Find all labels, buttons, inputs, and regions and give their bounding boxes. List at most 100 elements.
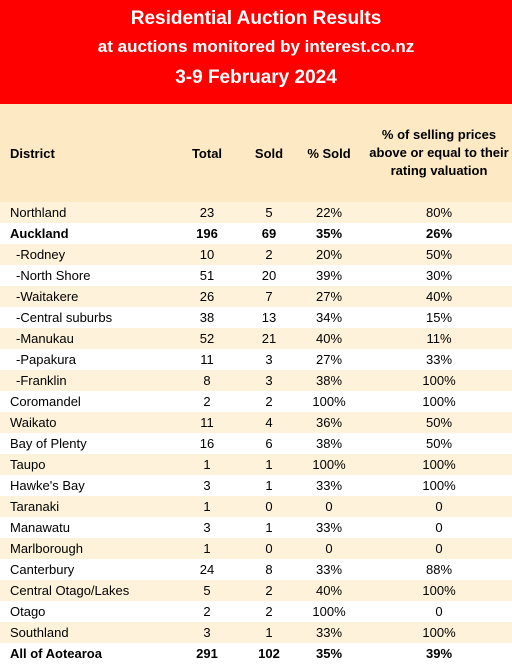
cell-sold: 2 — [265, 247, 273, 262]
cell-pct-above-rv: 0 — [435, 499, 443, 514]
cell-pct-above-rv: 88% — [425, 562, 453, 577]
cell-total: 5 — [203, 583, 211, 598]
table-row: -Waitakere 26 7 27% 40% — [0, 286, 512, 307]
table-row: -North Shore 51 20 39% 30% — [0, 265, 512, 286]
cell-sold: 102 — [258, 646, 280, 661]
cell-total: 52 — [199, 331, 215, 346]
cell-sold: 7 — [265, 289, 273, 304]
date-range: 3-9 February 2024 — [175, 67, 337, 88]
cell-district: -Manukau — [16, 331, 74, 346]
cell-pct-above-rv: 39% — [425, 646, 453, 661]
cell-total: 291 — [196, 646, 218, 661]
cell-pct-sold: 38% — [315, 373, 343, 388]
cell-total: 2 — [203, 604, 211, 619]
cell-district: Taranaki — [10, 499, 60, 514]
table-header-row: District Total Sold % Sold % of selling … — [0, 104, 512, 202]
cell-sold: 69 — [261, 226, 277, 241]
cell-sold: 5 — [265, 205, 273, 220]
cell-district: Canterbury — [10, 562, 75, 577]
table-row: Northland 23 5 22% 80% — [0, 202, 512, 223]
table-row: Coromandel 2 2 100% 100% — [0, 391, 512, 412]
table-row: -Papakura 11 3 27% 33% — [0, 349, 512, 370]
cell-sold: 0 — [265, 541, 273, 556]
cell-sold: 8 — [265, 562, 273, 577]
cell-pct-above-rv: 80% — [425, 205, 453, 220]
cell-total: 10 — [199, 247, 215, 262]
cell-district: Bay of Plenty — [10, 436, 87, 451]
cell-total: 23 — [199, 205, 215, 220]
table-row: Central Otago/Lakes 5 2 40% 100% — [0, 580, 512, 601]
cell-district: -North Shore — [16, 268, 91, 283]
cell-district: -Central suburbs — [16, 310, 113, 325]
cell-sold: 20 — [261, 268, 277, 283]
cell-total: 3 — [203, 520, 211, 535]
cell-pct-above-rv: 0 — [435, 604, 443, 619]
table-body: Northland 23 5 22% 80% Auckland 196 69 35% 26% -Ro… — [0, 202, 512, 664]
cell-district: Marlborough — [10, 541, 83, 556]
column-header-total: Total — [191, 145, 223, 161]
cell-sold: 2 — [265, 583, 273, 598]
cell-district: Coromandel — [10, 394, 81, 409]
column-header-pct-above-rv: % of selling prices above or equal to th… — [369, 127, 509, 178]
cell-sold: 0 — [265, 499, 273, 514]
table-row: Bay of Plenty 16 6 38% 50% — [0, 433, 512, 454]
cell-pct-above-rv: 26% — [425, 226, 453, 241]
cell-pct-sold: 40% — [315, 331, 343, 346]
cell-pct-above-rv: 50% — [425, 436, 453, 451]
cell-total: 24 — [199, 562, 215, 577]
cell-pct-sold: 27% — [315, 289, 343, 304]
cell-district: Auckland — [10, 226, 69, 241]
cell-sold: 13 — [261, 310, 277, 325]
cell-district: -Papakura — [16, 352, 76, 367]
table-row: All of Aotearoa 291 102 35% 39% — [0, 643, 512, 664]
cell-district: Southland — [10, 625, 69, 640]
cell-pct-sold: 33% — [315, 478, 343, 493]
cell-pct-above-rv: 50% — [425, 247, 453, 262]
cell-district: -Franklin — [16, 373, 67, 388]
cell-total: 8 — [203, 373, 211, 388]
cell-total: 1 — [203, 541, 211, 556]
cell-sold: 21 — [261, 331, 277, 346]
cell-pct-above-rv: 40% — [425, 289, 453, 304]
cell-pct-above-rv: 100% — [422, 583, 456, 598]
cell-sold: 3 — [265, 352, 273, 367]
table-row: Waikato 11 4 36% 50% — [0, 412, 512, 433]
cell-district: All of Aotearoa — [10, 646, 102, 661]
cell-district: Manawatu — [10, 520, 70, 535]
table-row: Taranaki 1 0 0 0 — [0, 496, 512, 517]
cell-pct-sold: 39% — [315, 268, 343, 283]
cell-pct-above-rv: 50% — [425, 415, 453, 430]
cell-total: 11 — [200, 352, 214, 367]
table-row: Auckland 196 69 35% 26% — [0, 223, 512, 244]
cell-pct-above-rv: 33% — [425, 352, 453, 367]
table-row: -Central suburbs 38 13 34% 15% — [0, 307, 512, 328]
cell-pct-sold: 35% — [315, 646, 343, 661]
page-title: Residential Auction Results — [130, 8, 382, 29]
table-row: -Manukau 52 21 40% 11% — [0, 328, 512, 349]
cell-pct-sold: 100% — [312, 394, 346, 409]
cell-sold: 2 — [265, 394, 273, 409]
cell-sold: 4 — [265, 415, 273, 430]
cell-pct-above-rv: 15% — [425, 310, 453, 325]
auction-results-table: District Total Sold % Sold % of selling … — [0, 104, 512, 664]
table-row: Hawke's Bay 3 1 33% 100% — [0, 475, 512, 496]
cell-pct-sold: 38% — [315, 436, 343, 451]
cell-total: 38 — [199, 310, 215, 325]
cell-total: 3 — [203, 625, 211, 640]
table-row: -Franklin 8 3 38% 100% — [0, 370, 512, 391]
table-row: Otago 2 2 100% 0 — [0, 601, 512, 622]
table-row: -Rodney 10 2 20% 50% — [0, 244, 512, 265]
cell-pct-sold: 0 — [325, 541, 333, 556]
cell-district: -Waitakere — [16, 289, 79, 304]
cell-total: 11 — [200, 415, 214, 430]
cell-district: Otago — [10, 604, 46, 619]
table-row: Southland 3 1 33% 100% — [0, 622, 512, 643]
table-row: Marlborough 1 0 0 0 — [0, 538, 512, 559]
cell-pct-sold: 36% — [315, 415, 343, 430]
column-header-district: District — [10, 145, 55, 161]
cell-sold: 1 — [265, 625, 273, 640]
table-row: Manawatu 3 1 33% 0 — [0, 517, 512, 538]
cell-district: Northland — [10, 205, 67, 220]
cell-pct-above-rv: 11% — [426, 331, 452, 346]
cell-total: 51 — [199, 268, 215, 283]
